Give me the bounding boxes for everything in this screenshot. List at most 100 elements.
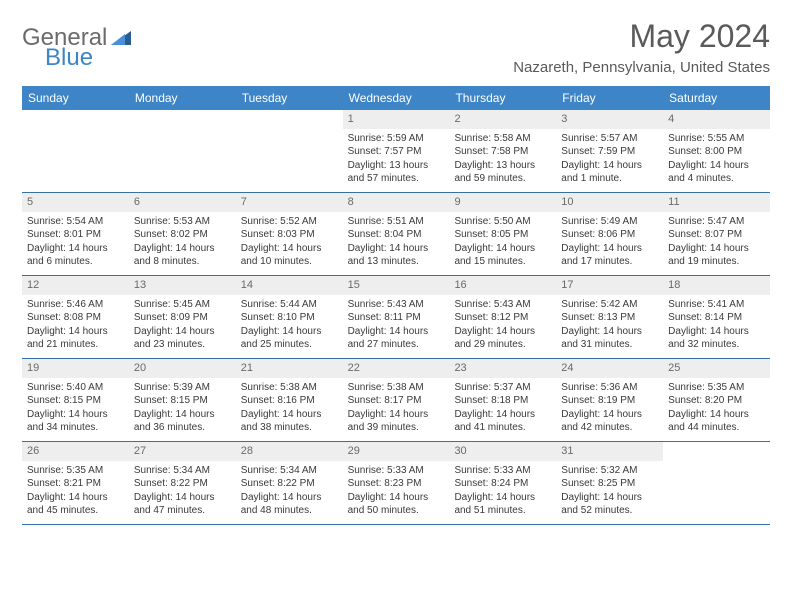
sunset: Sunset: 8:12 PM <box>454 311 551 325</box>
sunset: Sunset: 8:07 PM <box>668 228 765 242</box>
day-cell: 14Sunrise: 5:44 AMSunset: 8:10 PMDayligh… <box>236 276 343 358</box>
day-cell: 13Sunrise: 5:45 AMSunset: 8:09 PMDayligh… <box>129 276 236 358</box>
day-cell: 4Sunrise: 5:55 AMSunset: 8:00 PMDaylight… <box>663 110 770 192</box>
sunset: Sunset: 8:08 PM <box>27 311 124 325</box>
day-cell: 19 Sunrise: 5:40 AMSunset: 8:15 PMDayligh… <box>22 359 129 441</box>
daylight: Daylight: 14 hours and 23 minutes. <box>134 325 231 352</box>
sunset: Sunset: 7:57 PM <box>348 145 445 159</box>
day-cell <box>663 442 770 524</box>
daylight: Daylight: 14 hours and 29 minutes. <box>454 325 551 352</box>
day-number: 13 <box>129 276 236 295</box>
daylight: Daylight: 14 hours and 13 minutes. <box>348 242 445 269</box>
sunset: Sunset: 8:18 PM <box>454 394 551 408</box>
daylight: Daylight: 14 hours and 31 minutes. <box>561 325 658 352</box>
day-cell: 23Sunrise: 5:37 AMSunset: 8:18 PMDayligh… <box>449 359 556 441</box>
day-info: Sunrise: 5:50 AMSunset: 8:05 PMDaylight:… <box>454 215 551 269</box>
day-number: 30 <box>449 442 556 461</box>
daylight: Daylight: 14 hours and 44 minutes. <box>668 408 765 435</box>
day-info: Sunrise: 5:36 AMSunset: 8:19 PMDaylight:… <box>561 381 658 435</box>
dayname: Monday <box>129 86 236 110</box>
sunset: Sunset: 8:05 PM <box>454 228 551 242</box>
page: General May 2024 Nazareth, Pennsylvania,… <box>0 0 792 537</box>
calendar: SundayMondayTuesdayWednesdayThursdayFrid… <box>22 86 770 525</box>
day-number: 24 <box>556 359 663 378</box>
sunset: Sunset: 8:01 PM <box>27 228 124 242</box>
day-number: 31 <box>556 442 663 461</box>
sunrise: Sunrise: 5:44 AM <box>241 298 338 312</box>
sunrise: Sunrise: 5:35 AM <box>668 381 765 395</box>
day-cell: 15Sunrise: 5:43 AMSunset: 8:11 PMDayligh… <box>343 276 450 358</box>
week-row: 5Sunrise: 5:54 AMSunset: 8:01 PMDaylight… <box>22 193 770 276</box>
sunset: Sunset: 8:06 PM <box>561 228 658 242</box>
sunrise: Sunrise: 5:43 AM <box>348 298 445 312</box>
day-info: Sunrise: 5:33 AMSunset: 8:23 PMDaylight:… <box>348 464 445 518</box>
sunset: Sunset: 8:00 PM <box>668 145 765 159</box>
day-cell: 30 Sunrise: 5:33 AMSunset: 8:24 PMDayligh… <box>449 442 556 524</box>
location: Nazareth, Pennsylvania, United States <box>513 59 770 76</box>
sunrise: Sunrise: 5:38 AM <box>241 381 338 395</box>
sunrise: Sunrise: 5:40 AM <box>27 381 124 395</box>
sunrise: Sunrise: 5:32 AM <box>561 464 658 478</box>
daylight: Daylight: 14 hours and 27 minutes. <box>348 325 445 352</box>
day-info: Sunrise: 5:46 AMSunset: 8:08 PMDaylight:… <box>27 298 124 352</box>
day-info: Sunrise: 5:40 AMSunset: 8:15 PMDaylight:… <box>27 381 124 435</box>
week-row: 12Sunrise: 5:46 AMSunset: 8:08 PMDayligh… <box>22 276 770 359</box>
sunrise: Sunrise: 5:33 AM <box>454 464 551 478</box>
day-number: 7 <box>236 193 343 212</box>
title-block: May 2024 Nazareth, Pennsylvania, United … <box>513 18 770 76</box>
day-info: Sunrise: 5:42 AMSunset: 8:13 PMDaylight:… <box>561 298 658 352</box>
daylight: Daylight: 14 hours and 51 minutes. <box>454 491 551 518</box>
daylight: Daylight: 14 hours and 6 minutes. <box>27 242 124 269</box>
day-cell: 25Sunrise: 5:35 AMSunset: 8:20 PMDayligh… <box>663 359 770 441</box>
sunrise: Sunrise: 5:37 AM <box>454 381 551 395</box>
day-cell: 5Sunrise: 5:54 AMSunset: 8:01 PMDaylight… <box>22 193 129 275</box>
day-cell: 28Sunrise: 5:34 AMSunset: 8:22 PMDayligh… <box>236 442 343 524</box>
day-info: Sunrise: 5:38 AMSunset: 8:17 PMDaylight:… <box>348 381 445 435</box>
day-info: Sunrise: 5:51 AMSunset: 8:04 PMDaylight:… <box>348 215 445 269</box>
daylight: Daylight: 14 hours and 8 minutes. <box>134 242 231 269</box>
day-number: 4 <box>663 110 770 129</box>
daylight: Daylight: 14 hours and 15 minutes. <box>454 242 551 269</box>
day-info: Sunrise: 5:44 AMSunset: 8:10 PMDaylight:… <box>241 298 338 352</box>
sunset: Sunset: 8:24 PM <box>454 477 551 491</box>
sunrise: Sunrise: 5:57 AM <box>561 132 658 146</box>
day-cell: 20Sunrise: 5:39 AMSunset: 8:15 PMDayligh… <box>129 359 236 441</box>
sunset: Sunset: 8:22 PM <box>134 477 231 491</box>
day-number: 28 <box>236 442 343 461</box>
sunset: Sunset: 8:22 PM <box>241 477 338 491</box>
sunrise: Sunrise: 5:42 AM <box>561 298 658 312</box>
day-info: Sunrise: 5:47 AMSunset: 8:07 PMDaylight:… <box>668 215 765 269</box>
dayname: Friday <box>556 86 663 110</box>
day-cell: 12Sunrise: 5:46 AMSunset: 8:08 PMDayligh… <box>22 276 129 358</box>
sunset: Sunset: 8:14 PM <box>668 311 765 325</box>
sunset: Sunset: 8:15 PM <box>134 394 231 408</box>
daylight: Daylight: 14 hours and 10 minutes. <box>241 242 338 269</box>
sunrise: Sunrise: 5:52 AM <box>241 215 338 229</box>
day-cell: 10Sunrise: 5:49 AMSunset: 8:06 PMDayligh… <box>556 193 663 275</box>
sunset: Sunset: 8:11 PM <box>348 311 445 325</box>
sunrise: Sunrise: 5:36 AM <box>561 381 658 395</box>
day-cell: 31Sunrise: 5:32 AMSunset: 8:25 PMDayligh… <box>556 442 663 524</box>
day-number: 22 <box>343 359 450 378</box>
daylight: Daylight: 14 hours and 19 minutes. <box>668 242 765 269</box>
day-cell: 17Sunrise: 5:42 AMSunset: 8:13 PMDayligh… <box>556 276 663 358</box>
sunrise: Sunrise: 5:50 AM <box>454 215 551 229</box>
daylight: Daylight: 14 hours and 1 minute. <box>561 159 658 186</box>
day-number: 8 <box>343 193 450 212</box>
daylight: Daylight: 14 hours and 39 minutes. <box>348 408 445 435</box>
day-cell: 18Sunrise: 5:41 AMSunset: 8:14 PMDayligh… <box>663 276 770 358</box>
sunrise: Sunrise: 5:53 AM <box>134 215 231 229</box>
day-number: 19 <box>22 359 129 378</box>
dayname: Thursday <box>449 86 556 110</box>
daylight: Daylight: 14 hours and 36 minutes. <box>134 408 231 435</box>
day-info: Sunrise: 5:33 AMSunset: 8:24 PMDaylight:… <box>454 464 551 518</box>
day-cell <box>236 110 343 192</box>
sunset: Sunset: 8:19 PM <box>561 394 658 408</box>
day-cell: 3Sunrise: 5:57 AMSunset: 7:59 PMDaylight… <box>556 110 663 192</box>
day-number: 29 <box>343 442 450 461</box>
day-number: 10 <box>556 193 663 212</box>
daylight: Daylight: 14 hours and 41 minutes. <box>454 408 551 435</box>
sunrise: Sunrise: 5:39 AM <box>134 381 231 395</box>
day-info: Sunrise: 5:38 AMSunset: 8:16 PMDaylight:… <box>241 381 338 435</box>
sunrise: Sunrise: 5:34 AM <box>241 464 338 478</box>
